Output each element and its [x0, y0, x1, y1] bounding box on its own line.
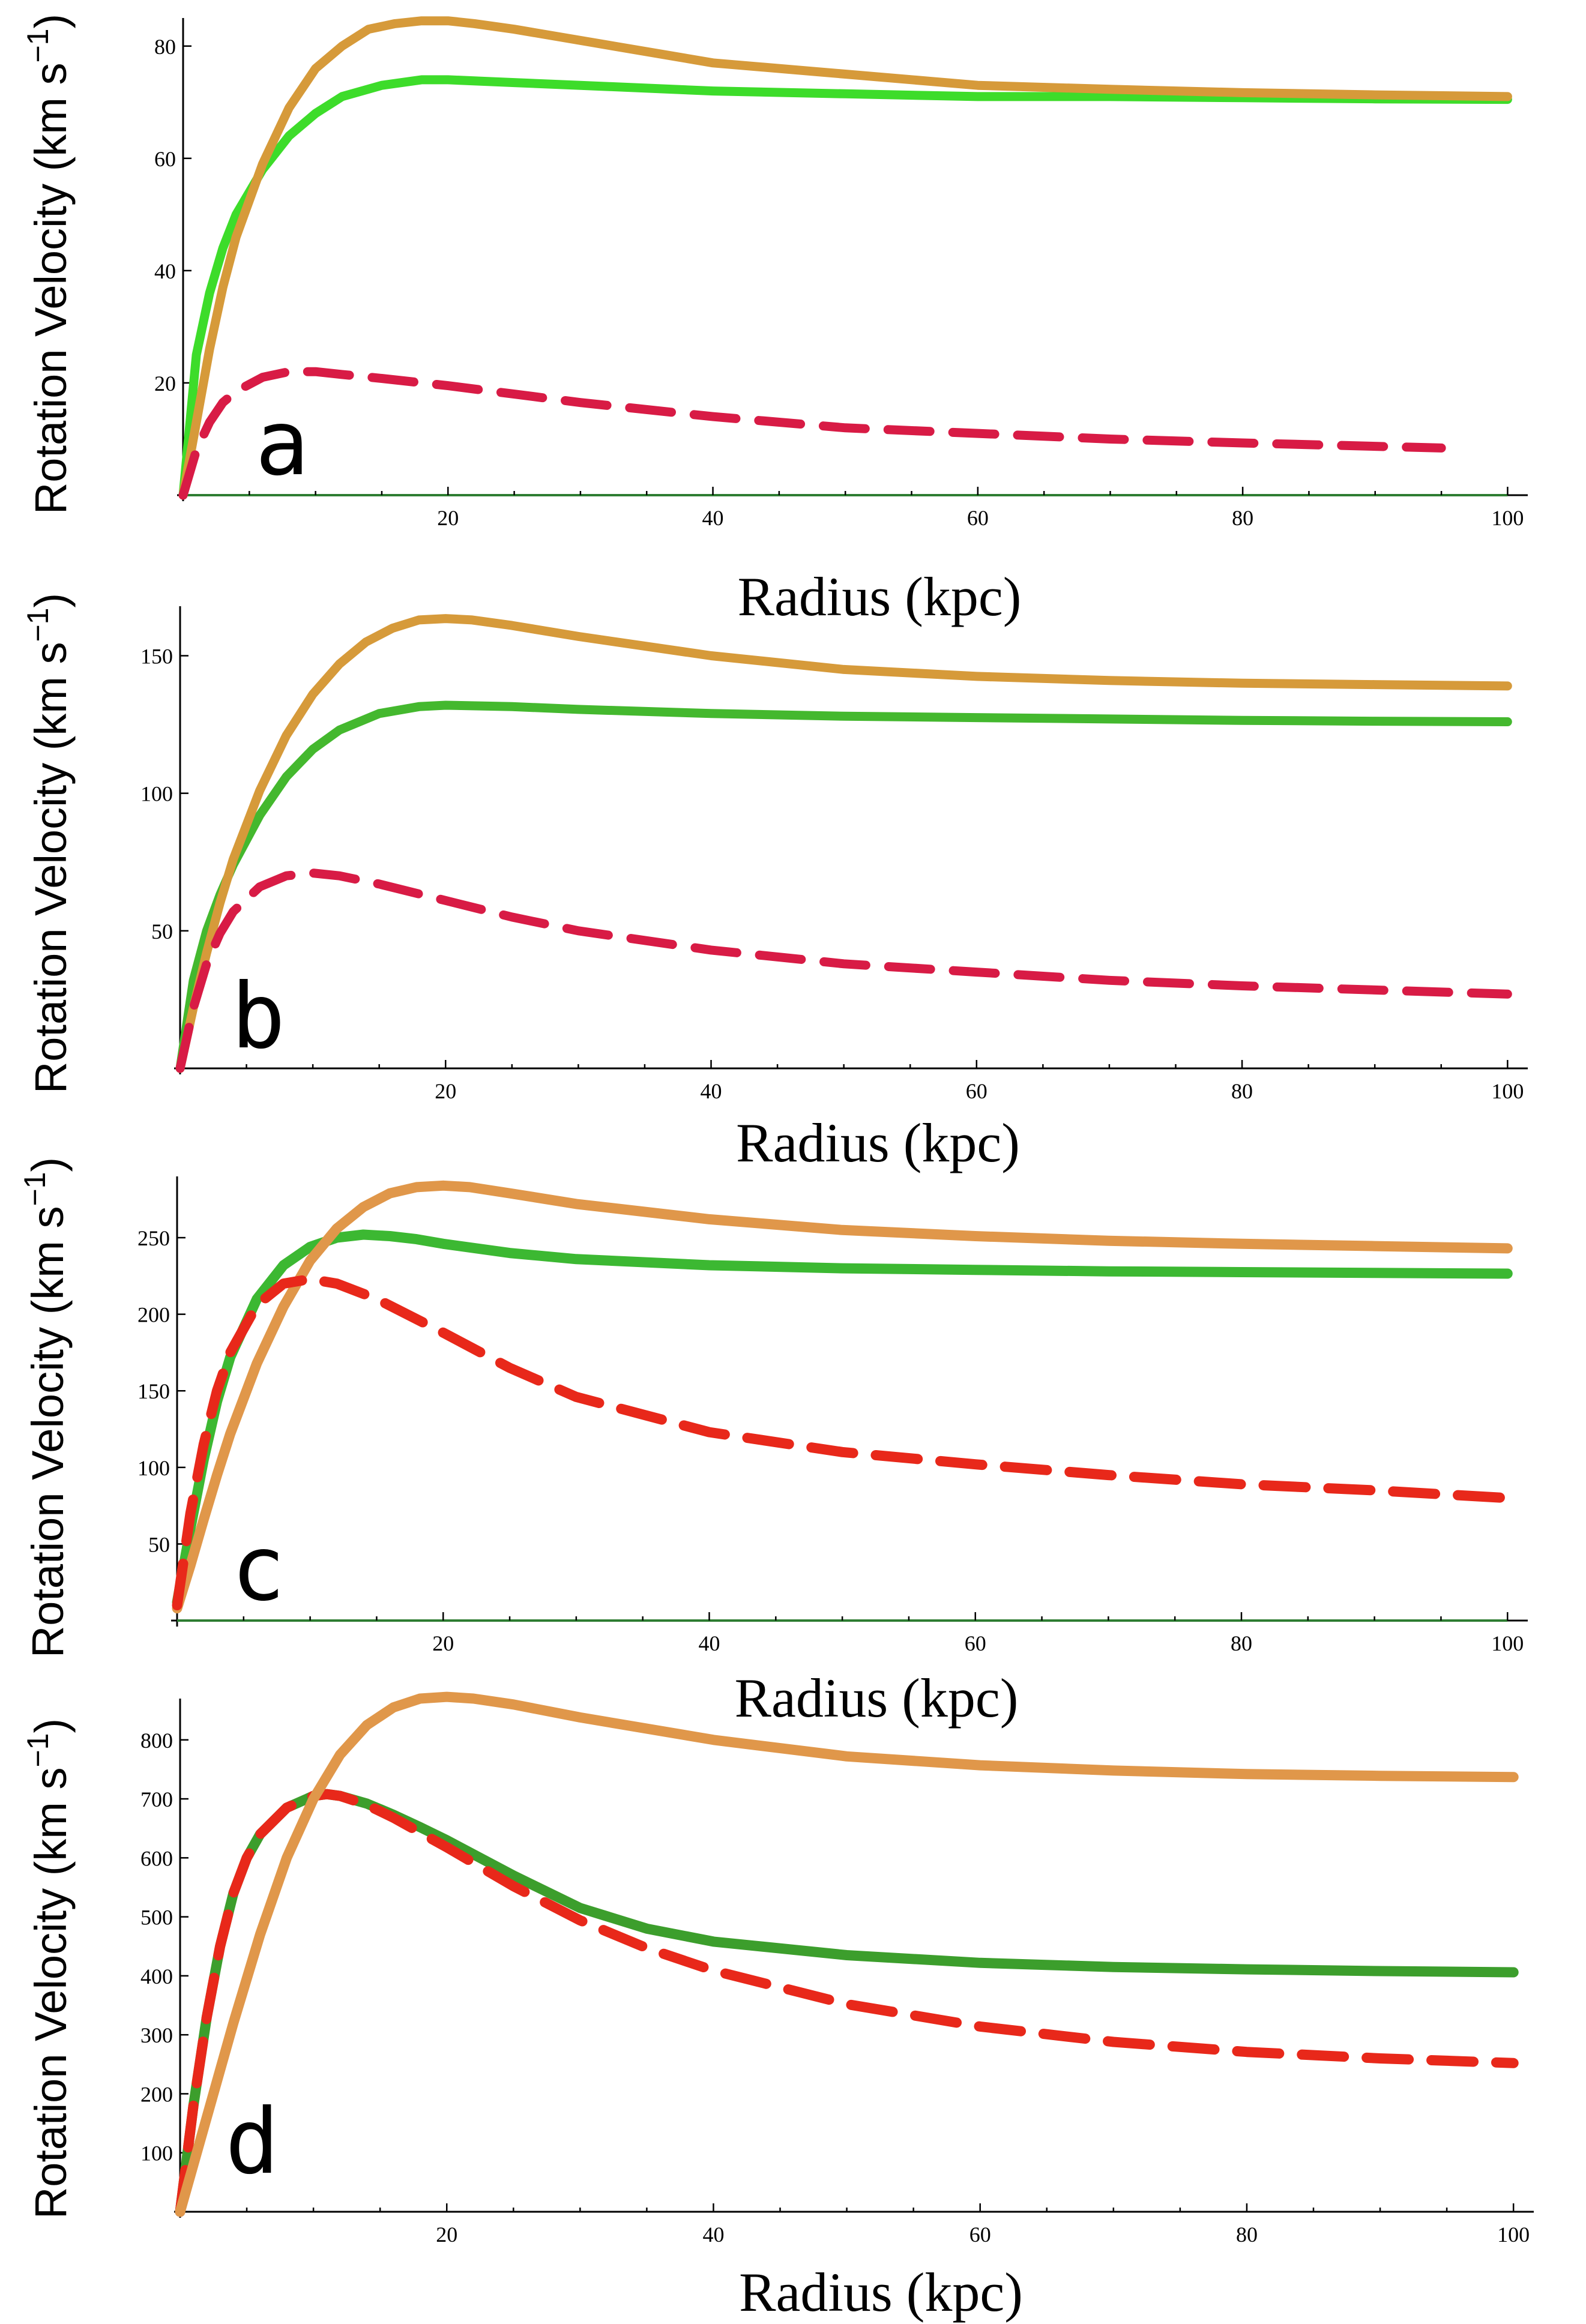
x-tick-label: 20	[435, 1079, 456, 1103]
y-tick-label: 600	[140, 1846, 173, 1870]
x-tick-label: 60	[966, 1079, 987, 1103]
series-curve-2	[175, 614, 1512, 1073]
y-axis-label-exponent: −1	[21, 1733, 55, 1768]
x-tick-label: 80	[1236, 2223, 1258, 2247]
panel-letter: b	[231, 965, 285, 1069]
y-axis-label-exponent: −1	[21, 29, 55, 63]
x-axis-label: Radius (kpc)	[738, 566, 1022, 627]
y-tick-label: 300	[140, 2023, 173, 2047]
y-axis-label: Rotation Velocity (km s−1)	[21, 593, 76, 1094]
y-tick-label: 150	[137, 1379, 170, 1403]
panel-letter: d	[225, 2090, 279, 2194]
series-curve-3	[175, 1691, 1519, 2217]
y-tick-label: 250	[137, 1226, 170, 1250]
series-curve-2	[172, 1180, 1513, 1614]
panel-b: 20 40 60 80 100 50 100 150 b Radius (kpc) Rotation…	[21, 593, 1528, 1173]
y-tick-label: 200	[137, 1303, 170, 1327]
panel-c: 20 40 60 80 100 50 100 150 200 250 c Radius (kpc) Ro…	[18, 1157, 1528, 1729]
x-tick-label: 20	[432, 1631, 454, 1655]
y-axis-label: Rotation Velocity (km s−1)	[21, 14, 76, 514]
y-axis-label-exponent: −1	[21, 608, 55, 642]
x-tick-label: 60	[965, 1631, 986, 1655]
y-tick-label: 150	[140, 645, 173, 669]
x-tick-label: 40	[702, 506, 724, 530]
y-axis-label: Rotation Velocity (km s−1)	[18, 1157, 73, 1658]
x-tick-label: 100	[1491, 506, 1524, 530]
y-axis-label: Rotation Velocity (km s−1)	[21, 1718, 76, 2219]
x-tick-label: 100	[1497, 2223, 1530, 2247]
y-tick-label: 100	[140, 2142, 173, 2166]
series-curve-3	[172, 1274, 1513, 1610]
series-curve-2	[178, 16, 1512, 500]
x-tick-label: 20	[437, 506, 459, 530]
x-tick-label: 40	[701, 1079, 722, 1103]
x-tick-label: 60	[967, 506, 989, 530]
y-tick-label: 100	[140, 782, 173, 806]
y-tick-label: 60	[154, 147, 176, 171]
x-axis-label: Radius (kpc)	[739, 2262, 1023, 2323]
y-tick-label: 800	[140, 1729, 173, 1753]
x-tick-label: 80	[1232, 506, 1253, 530]
y-axis-label-close: )	[26, 1718, 76, 1733]
y-axis-label-exponent: −1	[18, 1172, 52, 1206]
x-tick-label: 80	[1231, 1631, 1252, 1655]
series-curve-1	[172, 1229, 1513, 1607]
y-tick-label: 400	[140, 1964, 173, 1988]
x-axis-label: Radius (kpc)	[736, 1112, 1020, 1173]
y-tick-label: 50	[148, 1532, 170, 1556]
series-curve-3	[178, 367, 1446, 500]
y-axis-label-close: )	[23, 1157, 73, 1172]
x-tick-label: 60	[969, 2223, 991, 2247]
y-tick-label: 500	[140, 1906, 173, 1930]
series-curve-1	[178, 75, 1512, 500]
y-tick-label: 40	[154, 259, 176, 283]
y-axis-label-close: )	[26, 593, 76, 608]
panel-letter: c	[231, 1517, 285, 1621]
y-tick-label: 200	[140, 2082, 173, 2106]
series-curve-3	[175, 868, 1512, 1073]
x-tick-label: 100	[1491, 1079, 1524, 1103]
y-tick-label: 50	[151, 920, 173, 944]
panel-d: 20 40 60 80 100 100 200 300 400 500 600 700 800 d Radi…	[21, 1691, 1534, 2323]
panel-letter: a	[255, 391, 309, 496]
x-tick-label: 40	[699, 1631, 720, 1655]
x-tick-label: 20	[436, 2223, 457, 2247]
y-axis-label-main: Rotation Velocity (km s	[26, 63, 76, 515]
x-axis-label: Radius (kpc)	[735, 1667, 1019, 1729]
y-tick-label: 100	[137, 1456, 170, 1480]
x-tick-label: 100	[1491, 1631, 1524, 1655]
x-tick-label: 40	[702, 2223, 724, 2247]
y-tick-label: 20	[154, 372, 176, 396]
x-tick-label: 80	[1231, 1079, 1253, 1103]
y-axis-label-close: )	[26, 14, 76, 29]
panel-a: 20 40 60 80 100 20 40 60 80 a Radius (kpc) Rotation…	[21, 14, 1528, 627]
y-tick-label: 80	[154, 35, 176, 59]
y-axis-label-main: Rotation Velocity (km s	[23, 1206, 73, 1658]
y-tick-label: 700	[140, 1787, 173, 1811]
y-axis-label-main: Rotation Velocity (km s	[26, 1768, 76, 2220]
y-axis-label-main: Rotation Velocity (km s	[26, 642, 76, 1094]
series-curve-2	[175, 1789, 1519, 2217]
